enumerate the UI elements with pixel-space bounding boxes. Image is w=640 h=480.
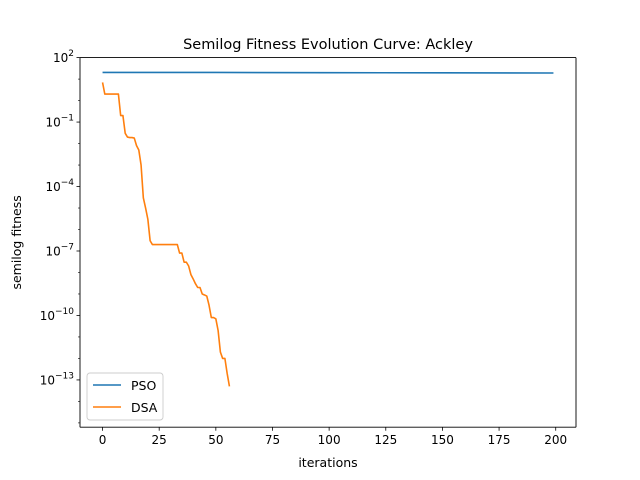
x-tick-label: 25 bbox=[152, 433, 167, 447]
x-tick-label: 100 bbox=[318, 433, 341, 447]
x-tick-label: 0 bbox=[99, 433, 107, 447]
series-layer bbox=[101, 71, 554, 387]
y-tick-label: 10−4 bbox=[45, 178, 74, 194]
series-line-dsa bbox=[101, 82, 231, 387]
plot-area bbox=[101, 71, 554, 387]
x-axis-label: iterations bbox=[298, 455, 357, 470]
x-tick-label: 75 bbox=[265, 433, 280, 447]
x-tick-label: 200 bbox=[544, 433, 567, 447]
x-tick-label: 175 bbox=[488, 433, 511, 447]
y-tick-label: 10−1 bbox=[45, 114, 74, 130]
legend: PSO DSA bbox=[86, 372, 164, 421]
y-axis-label: semilog fitness bbox=[9, 195, 24, 289]
chart-title: Semilog Fitness Evolution Curve: Ackley bbox=[183, 37, 473, 53]
axes-frame bbox=[79, 57, 577, 428]
legend-label-dsa: DSA bbox=[131, 400, 158, 415]
y-axis-ticks: 102 10−1 10−4 10−7 10−10 10−13 bbox=[40, 49, 80, 424]
plot-background bbox=[80, 57, 576, 428]
y-tick-label: 10−13 bbox=[40, 371, 74, 387]
x-tick-label: 150 bbox=[431, 433, 454, 447]
x-tick-label: 50 bbox=[208, 433, 223, 447]
y-tick-label: 10−7 bbox=[45, 242, 74, 258]
y-tick-label: 102 bbox=[53, 49, 74, 65]
y-tick-label: 10−10 bbox=[40, 307, 75, 323]
x-tick-label: 125 bbox=[374, 433, 397, 447]
x-axis-ticks: 0 25 50 75 100 125 150 175 200 bbox=[99, 427, 567, 447]
series-line-pso bbox=[102, 71, 554, 74]
legend-label-pso: PSO bbox=[131, 378, 156, 393]
